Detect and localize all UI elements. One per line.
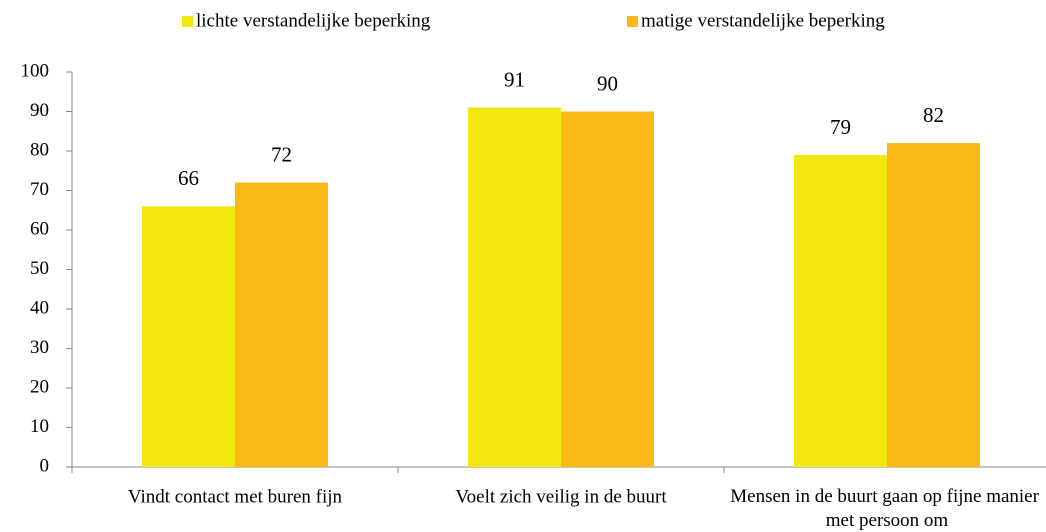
value-label: 90 bbox=[597, 71, 618, 95]
value-label: 72 bbox=[271, 142, 292, 166]
legend-swatch bbox=[627, 16, 638, 27]
x-tick-label: Vindt contact met buren fijn bbox=[128, 486, 343, 507]
y-tick-label: 0 bbox=[40, 455, 50, 476]
bar bbox=[142, 206, 235, 468]
bar bbox=[794, 154, 887, 467]
value-label: 66 bbox=[178, 166, 199, 190]
legend-swatch bbox=[182, 16, 193, 27]
y-tick-label: 30 bbox=[30, 337, 49, 358]
y-tick-label: 90 bbox=[30, 100, 49, 121]
legend-label: matige verstandelijke beperking bbox=[641, 10, 885, 31]
bar bbox=[561, 111, 654, 467]
y-tick-label: 100 bbox=[21, 60, 50, 81]
value-label: 79 bbox=[830, 115, 851, 139]
y-tick-label: 80 bbox=[30, 139, 49, 160]
value-label: 82 bbox=[923, 103, 944, 127]
bar bbox=[468, 107, 561, 468]
y-tick-label: 20 bbox=[30, 376, 49, 397]
y-tick-label: 40 bbox=[30, 297, 49, 318]
y-tick-label: 10 bbox=[30, 416, 49, 437]
legend-label: lichte verstandelijke beperking bbox=[196, 10, 431, 31]
bar bbox=[887, 143, 980, 467]
x-tick-label: Voelt zich veilig in de buurt bbox=[455, 486, 667, 507]
bar bbox=[235, 182, 328, 467]
value-label: 91 bbox=[504, 67, 525, 91]
y-tick-label: 60 bbox=[30, 218, 49, 239]
y-tick-label: 70 bbox=[30, 179, 49, 200]
y-tick-label: 50 bbox=[30, 258, 49, 279]
x-tick-label: Mensen in de buurt gaan op fijne manier … bbox=[730, 486, 1043, 531]
